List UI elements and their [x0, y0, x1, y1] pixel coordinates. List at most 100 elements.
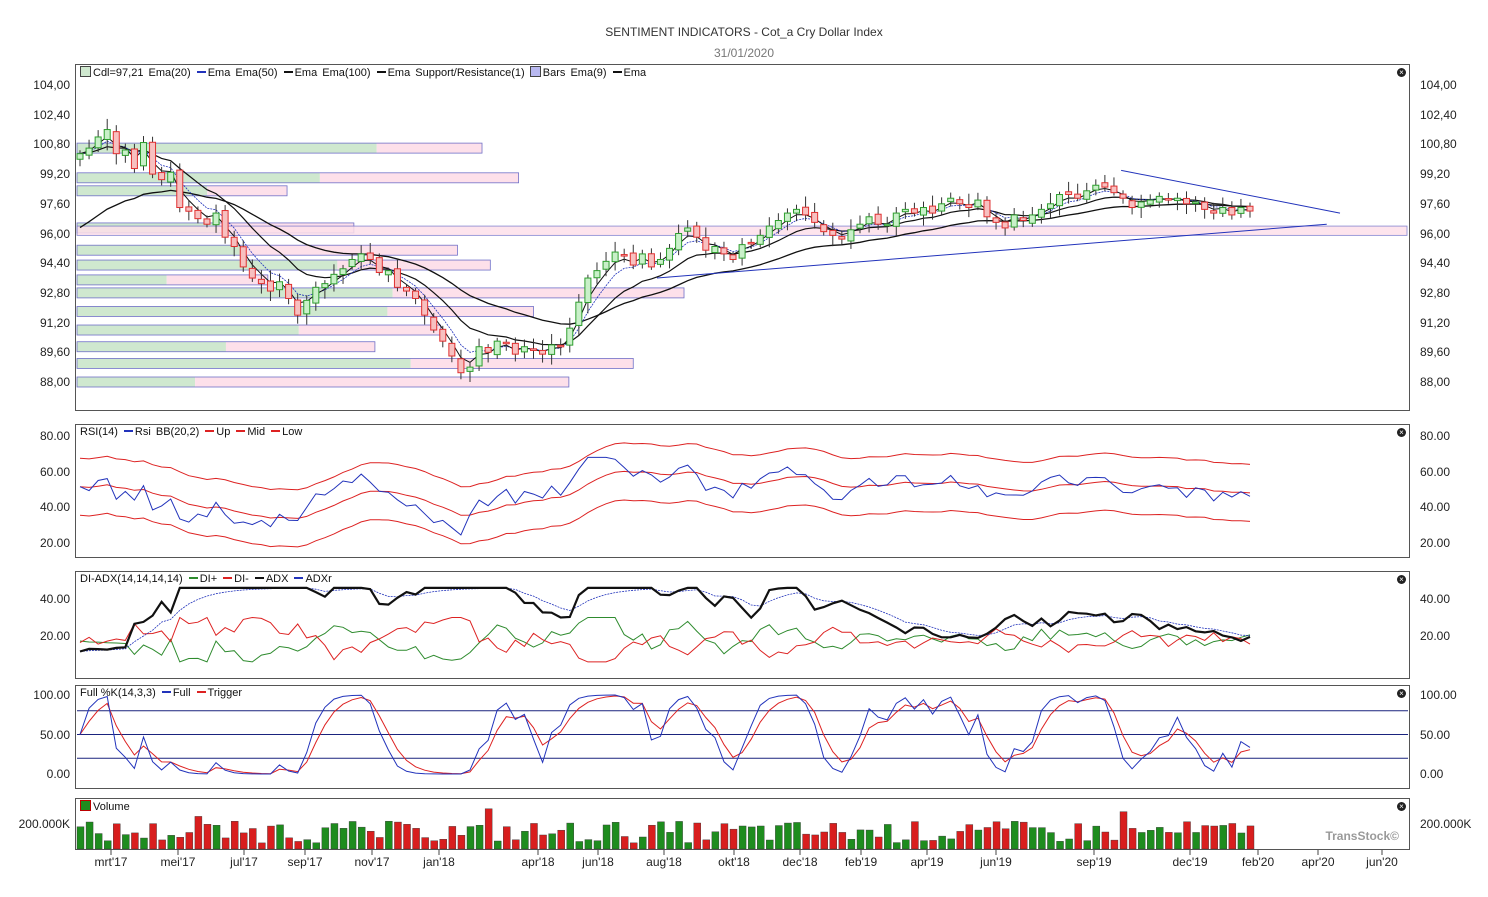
volume-bar — [956, 831, 964, 850]
volume-bar — [1047, 832, 1055, 850]
candle — [1128, 200, 1136, 209]
candle — [1101, 182, 1109, 188]
candle — [783, 212, 791, 222]
volume-bar — [820, 831, 828, 850]
volume-bar — [657, 821, 665, 850]
candle — [1065, 191, 1073, 196]
volume-bar — [602, 824, 611, 850]
zone-outline — [76, 341, 376, 353]
volume-bar — [992, 821, 1001, 850]
candle — [765, 225, 773, 238]
rsi-panel[interactable]: RSI(14) Rsi BB(20,2) Up Mid Low × — [75, 424, 1410, 558]
y-tick-label: 97,60 — [1420, 196, 1451, 211]
candle — [856, 223, 864, 229]
candle — [430, 316, 438, 331]
candle — [94, 136, 102, 149]
y-tick-label: 20.00 — [1420, 629, 1451, 643]
candle — [1173, 197, 1181, 202]
volume-bar — [611, 822, 620, 850]
candle — [1237, 207, 1245, 214]
candle — [448, 342, 456, 357]
diminus-line-icon — [223, 577, 233, 579]
candle — [883, 223, 891, 227]
x-tick-label: jun'19 — [980, 855, 1012, 869]
volume-bar — [711, 831, 720, 850]
candle — [1046, 203, 1054, 209]
volume-bar — [630, 842, 638, 850]
price-panel[interactable]: Cdl=97,21 Ema(20) Ema Ema(50) Ema Ema(100)… — [75, 64, 1410, 411]
candle — [493, 340, 501, 356]
support-bar — [77, 185, 208, 196]
candle — [303, 299, 311, 315]
candle — [257, 278, 265, 285]
volume-bar — [793, 822, 801, 850]
volume-bar — [865, 829, 874, 850]
volume-bar — [249, 828, 257, 850]
volume-bar — [702, 839, 711, 850]
candle — [294, 299, 302, 316]
adx-line — [79, 586, 1251, 653]
y-tick-label: 0.00 — [1420, 767, 1444, 781]
di-plus-line — [79, 617, 1251, 663]
close-icon[interactable]: × — [1397, 428, 1406, 437]
candle — [992, 217, 1000, 223]
candle — [1228, 207, 1236, 216]
candle — [1183, 197, 1191, 205]
volume-bar — [240, 832, 248, 850]
volume-bar — [757, 825, 765, 850]
candle — [611, 251, 619, 263]
volume-bar — [330, 823, 339, 850]
volume-bar — [140, 837, 148, 850]
volume-bar — [76, 826, 85, 850]
candle — [720, 247, 728, 255]
candle — [1010, 214, 1018, 228]
volume-bar — [1219, 825, 1227, 850]
zone-outline — [76, 259, 491, 271]
candle — [1201, 201, 1209, 210]
candle — [1028, 214, 1036, 224]
y-tick-label: 100.00 — [33, 688, 70, 702]
volume-bar — [176, 837, 184, 850]
y-tick-label: 80.00 — [1420, 429, 1451, 443]
candle — [1119, 193, 1127, 199]
volume-bar — [167, 835, 175, 850]
y-tick-label: 50.00 — [39, 727, 70, 742]
close-icon[interactable]: × — [1397, 689, 1406, 698]
candle — [1001, 221, 1009, 229]
volume-bar — [1020, 821, 1028, 850]
volume-bar — [566, 822, 574, 850]
close-icon[interactable]: × — [1397, 802, 1406, 811]
candle — [112, 131, 120, 155]
candle — [693, 225, 701, 238]
up-line-icon — [205, 430, 215, 432]
candle — [276, 281, 284, 291]
volume-bar — [1001, 828, 1010, 850]
candle — [865, 216, 873, 225]
full-line-icon — [161, 691, 171, 693]
x-tick-label: jul'17 — [230, 855, 258, 869]
volume-bar — [1156, 827, 1164, 850]
candle — [1146, 199, 1154, 205]
candle — [1019, 217, 1027, 222]
close-icon[interactable]: × — [1397, 68, 1406, 77]
candle — [230, 236, 238, 247]
volume-bar — [104, 840, 112, 850]
candle — [738, 244, 746, 259]
support-bar — [77, 341, 226, 352]
candle — [629, 252, 637, 266]
bars-swatch-icon — [529, 66, 541, 77]
zone-outline — [76, 244, 458, 256]
y-tick-label: 200.000K — [18, 817, 70, 831]
y-tick-label: 20.00 — [39, 536, 70, 551]
volume-bar — [584, 839, 593, 850]
volume-bar — [766, 839, 774, 850]
volume-bar — [412, 828, 420, 850]
y-tick-label: 89,60 — [1420, 345, 1451, 360]
candle — [375, 257, 383, 273]
support-bar — [77, 306, 388, 317]
candle — [212, 212, 220, 226]
candle — [1056, 194, 1064, 207]
volume-bar — [557, 829, 565, 850]
y-tick-label: 97,60 — [39, 196, 70, 211]
close-icon[interactable]: × — [1397, 575, 1406, 584]
